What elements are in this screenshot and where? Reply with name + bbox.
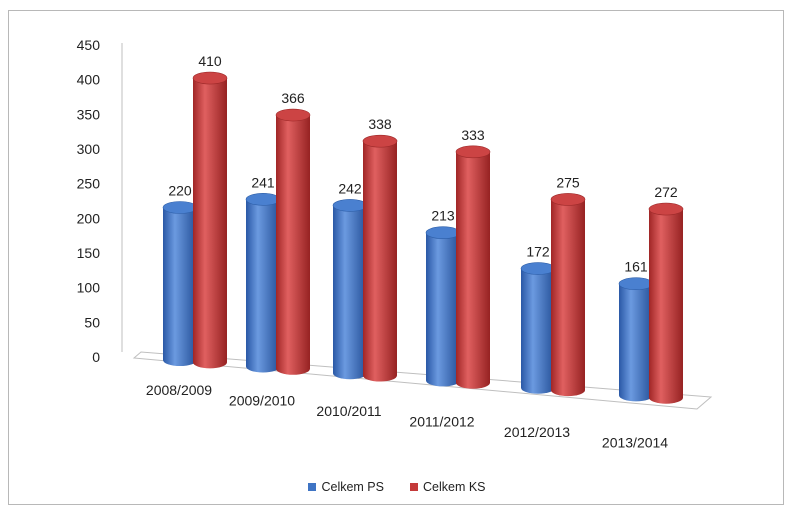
x-category-label: 2009/2010 xyxy=(229,393,295,409)
bar-ps xyxy=(618,277,654,402)
x-category-label: 2008/2009 xyxy=(146,382,212,398)
bar-ks xyxy=(455,145,491,389)
bar-body xyxy=(333,205,367,380)
y-tick-label: 350 xyxy=(77,106,101,122)
data-label: 338 xyxy=(368,116,392,132)
legend-swatch xyxy=(308,483,317,491)
bar-top xyxy=(362,134,398,148)
bar-ps xyxy=(520,262,556,394)
x-category-label: 2013/2014 xyxy=(602,435,668,451)
data-label: 172 xyxy=(526,244,550,260)
bar-top xyxy=(618,277,654,291)
legend-item: Celkem KS xyxy=(410,480,486,494)
bar-top xyxy=(162,201,198,214)
y-tick-label: 150 xyxy=(77,245,101,261)
bar-top xyxy=(520,262,556,275)
data-label: 272 xyxy=(654,184,678,200)
bar-top xyxy=(550,193,586,206)
y-tick-label: 300 xyxy=(77,141,101,157)
y-tick-label: 400 xyxy=(77,72,101,88)
bar-ks xyxy=(275,108,311,375)
legend-swatch xyxy=(410,483,418,491)
y-tick-label: 50 xyxy=(84,314,100,330)
data-label: 242 xyxy=(338,180,362,196)
bar-body xyxy=(246,199,280,373)
bar-top xyxy=(455,145,491,159)
bar-top xyxy=(192,71,228,85)
bar-ps xyxy=(425,226,461,387)
y-tick-label: 450 xyxy=(77,37,101,53)
bar-ps xyxy=(332,199,368,380)
y-tick-label: 200 xyxy=(77,210,101,226)
data-label: 366 xyxy=(281,90,305,106)
data-label: 241 xyxy=(251,174,275,190)
legend-label: Celkem KS xyxy=(423,480,486,494)
bar-body xyxy=(363,141,397,382)
bar-ps xyxy=(162,201,198,367)
bar-top xyxy=(275,108,311,122)
x-category-label: 2011/2012 xyxy=(409,414,474,430)
bar-ks xyxy=(648,202,684,404)
bar-top xyxy=(332,199,368,212)
bar-ks xyxy=(362,134,398,382)
bar-body xyxy=(163,207,197,367)
bar-body xyxy=(193,78,227,369)
bar-top xyxy=(425,226,461,240)
data-label: 333 xyxy=(461,127,485,143)
bar-body xyxy=(426,232,460,387)
bar-ks xyxy=(550,193,586,397)
bar-ps xyxy=(245,193,281,373)
bar-body xyxy=(521,268,555,394)
x-category-label: 2012/2013 xyxy=(504,424,570,440)
legend-label: Celkem PS xyxy=(321,480,384,494)
y-tick-label: 250 xyxy=(77,176,101,192)
data-label: 220 xyxy=(168,182,192,198)
bar-top xyxy=(648,202,684,216)
chart-legend: Celkem PS Celkem KS xyxy=(0,480,794,494)
bar-ks xyxy=(192,71,228,369)
bar-body xyxy=(456,151,490,389)
y-tick-label: 100 xyxy=(77,280,101,296)
bar-body xyxy=(619,283,653,402)
bar-body xyxy=(649,209,683,404)
data-label: 410 xyxy=(198,53,222,69)
bar-body xyxy=(551,199,585,397)
data-label: 161 xyxy=(624,259,648,275)
y-tick-label: 0 xyxy=(92,349,100,365)
data-label: 275 xyxy=(556,174,580,190)
bar-top xyxy=(245,193,281,206)
x-category-label: 2010/2011 xyxy=(316,403,381,419)
data-label: 213 xyxy=(431,208,455,224)
legend-item: Celkem PS xyxy=(308,480,384,494)
bar-body xyxy=(276,115,310,375)
